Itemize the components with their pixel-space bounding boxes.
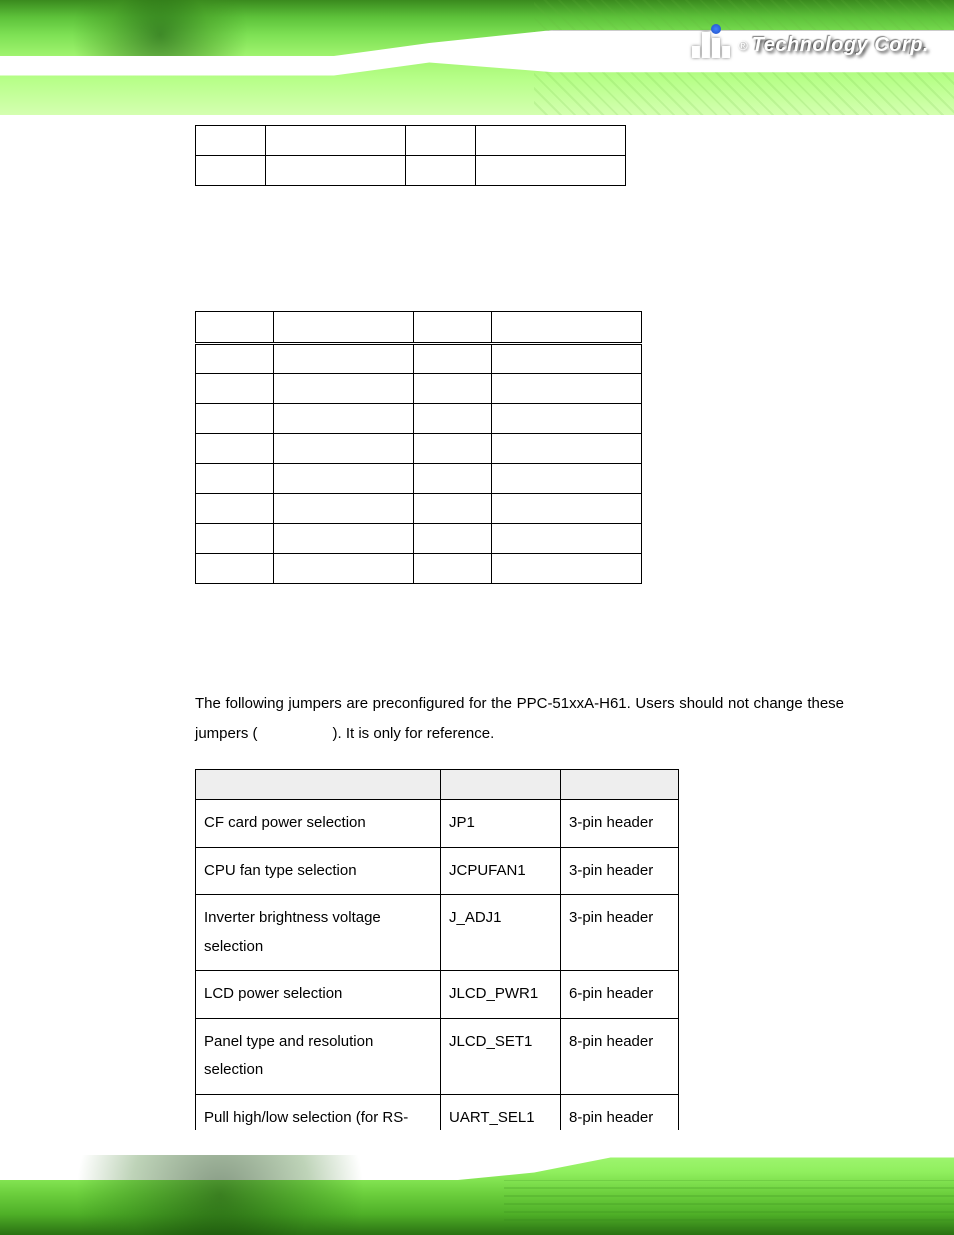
cell-name: Panel type and resolution selection <box>196 1018 441 1094</box>
cell-type: 8-pin header <box>561 1018 679 1094</box>
cell-label: J_ADJ1 <box>441 895 561 971</box>
cell-type: 3-pin header <box>561 895 679 971</box>
reference-jumper-table: CF card power selection JP1 3-pin header… <box>195 769 679 1171</box>
pinout-table-1 <box>195 125 626 186</box>
bottom-circuit-decoration <box>45 1155 395 1235</box>
ref-header-name <box>196 770 441 800</box>
table-row: Panel type and resolution selection JLCD… <box>196 1018 679 1094</box>
cell-name: LCD power selection <box>196 971 441 1019</box>
cell-label: JLCD_PWR1 <box>441 971 561 1019</box>
cell-name: CF card power selection <box>196 800 441 848</box>
cell-type: 3-pin header <box>561 847 679 895</box>
company-name: Technology Corp. <box>752 34 929 57</box>
ref-header-type <box>561 770 679 800</box>
ref-header-label <box>441 770 561 800</box>
bottom-banner <box>0 1130 954 1235</box>
para-line1: The following jumpers are preconfigured … <box>195 695 749 712</box>
cell-type: 6-pin header <box>561 971 679 1019</box>
cell-label: JCPUFAN1 <box>441 847 561 895</box>
para-line2-suffix: ). It is only for reference. <box>333 725 495 742</box>
table-row: Inverter brightness voltage selection J_… <box>196 895 679 971</box>
pinout-table-2 <box>195 311 642 584</box>
logo-icon <box>692 32 730 58</box>
table-row: CPU fan type selection JCPUFAN1 3-pin he… <box>196 847 679 895</box>
table-row: CF card power selection JP1 3-pin header <box>196 800 679 848</box>
cell-label: JP1 <box>441 800 561 848</box>
cell-type: 3-pin header <box>561 800 679 848</box>
header-brand: ® Technology Corp. <box>692 32 929 58</box>
cell-name: CPU fan type selection <box>196 847 441 895</box>
table-row: LCD power selection JLCD_PWR1 6-pin head… <box>196 971 679 1019</box>
page-content: The following jumpers are preconfigured … <box>0 120 954 1171</box>
registered-mark: ® <box>738 38 748 53</box>
body-paragraph: The following jumpers are preconfigured … <box>195 689 844 749</box>
cell-name: Inverter brightness voltage selection <box>196 895 441 971</box>
bottom-circuit-right <box>504 1180 954 1235</box>
top-banner: ® Technology Corp. <box>0 0 954 115</box>
cell-label: JLCD_SET1 <box>441 1018 561 1094</box>
